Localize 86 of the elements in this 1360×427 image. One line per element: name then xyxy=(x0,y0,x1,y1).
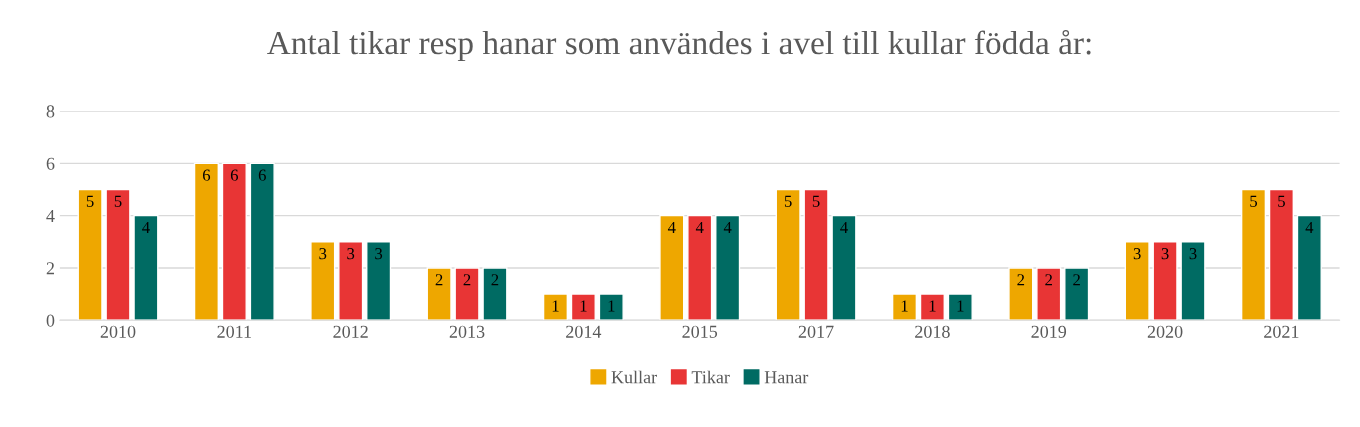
bar xyxy=(1036,267,1062,321)
data-label: 5 xyxy=(114,195,122,207)
bar xyxy=(1296,214,1322,321)
data-label: 4 xyxy=(667,221,676,233)
bar xyxy=(482,267,508,321)
data-label: 3 xyxy=(1189,248,1197,260)
data-label: 4 xyxy=(695,221,704,233)
data-label: 5 xyxy=(86,195,94,207)
bar xyxy=(1268,188,1294,321)
bar xyxy=(1240,188,1267,321)
data-label: 1 xyxy=(608,300,615,312)
y-tick-label: 4 xyxy=(46,210,55,222)
legend-label: Hanar xyxy=(764,371,809,384)
data-label: 2 xyxy=(491,274,499,286)
bar xyxy=(659,214,685,321)
data-label: 3 xyxy=(1133,248,1141,260)
data-label: 5 xyxy=(1250,195,1258,207)
data-label: 5 xyxy=(784,195,792,207)
x-tick-label: 2020 xyxy=(1147,325,1183,338)
bar xyxy=(715,214,741,321)
data-label: 4 xyxy=(142,221,150,233)
bar xyxy=(1008,267,1034,321)
data-label: 4 xyxy=(840,221,848,233)
data-label: 1 xyxy=(957,300,964,312)
x-tick-label: 2018 xyxy=(915,325,950,338)
data-label: 5 xyxy=(812,195,820,207)
x-tick-label: 2011 xyxy=(217,325,251,338)
bar xyxy=(249,162,275,321)
x-tick-label: 2012 xyxy=(333,325,368,338)
data-label: 2 xyxy=(1045,274,1052,286)
bar xyxy=(1152,241,1178,321)
bar xyxy=(310,241,336,321)
data-label: 3 xyxy=(375,248,383,260)
bar xyxy=(105,188,131,321)
y-tick-label: 6 xyxy=(46,157,55,170)
bar xyxy=(687,214,713,321)
data-label: 1 xyxy=(580,300,587,312)
data-label: 3 xyxy=(347,248,355,260)
bar xyxy=(891,293,918,321)
data-label: 3 xyxy=(1161,248,1169,260)
y-tick-label: 0 xyxy=(46,314,55,327)
data-label: 1 xyxy=(552,300,559,312)
data-label: 4 xyxy=(1305,221,1314,233)
bar xyxy=(542,293,569,321)
bar xyxy=(803,188,829,321)
x-tick-label: 2015 xyxy=(682,325,718,338)
data-label: 6 xyxy=(258,169,266,181)
data-label: 2 xyxy=(1017,274,1025,286)
data-label: 6 xyxy=(202,169,211,181)
bar xyxy=(454,267,480,321)
bar xyxy=(426,267,452,321)
data-label: 2 xyxy=(435,274,443,286)
x-tick-label: 2019 xyxy=(1031,325,1067,338)
bar xyxy=(919,293,945,321)
bar xyxy=(1180,241,1206,321)
bar xyxy=(1124,241,1150,321)
bar xyxy=(775,188,801,321)
x-tick-label: 2017 xyxy=(798,325,834,338)
y-tick-label: 2 xyxy=(46,262,54,275)
legend-label: Kullar xyxy=(611,370,657,384)
bar xyxy=(133,214,159,321)
x-tick-label: 2021 xyxy=(1264,325,1299,338)
x-tick-label: 2014 xyxy=(566,325,602,338)
legend-label: Tikar xyxy=(691,370,730,384)
x-tick-label: 2013 xyxy=(449,325,485,338)
bar xyxy=(1064,267,1090,321)
data-label: 4 xyxy=(723,221,732,233)
bar xyxy=(570,293,596,321)
y-tick-label: 8 xyxy=(46,105,55,118)
chart-title: Antal tikar resp hanar som användes i avel till kullar födda år: xyxy=(267,29,1091,62)
x-tick-label: 2010 xyxy=(100,325,136,338)
data-label: 1 xyxy=(901,300,908,312)
data-label: 1 xyxy=(929,300,936,312)
bar xyxy=(598,293,624,321)
bar xyxy=(193,162,219,321)
bar xyxy=(221,162,247,321)
bar xyxy=(366,241,392,321)
data-label: 2 xyxy=(463,274,471,286)
bar xyxy=(338,241,364,321)
data-label: 5 xyxy=(1278,195,1285,207)
bar xyxy=(831,214,857,321)
data-label: 2 xyxy=(1073,274,1080,286)
bar xyxy=(77,188,103,321)
data-label: 6 xyxy=(230,169,239,181)
bar xyxy=(947,293,973,321)
data-label: 3 xyxy=(319,248,327,260)
